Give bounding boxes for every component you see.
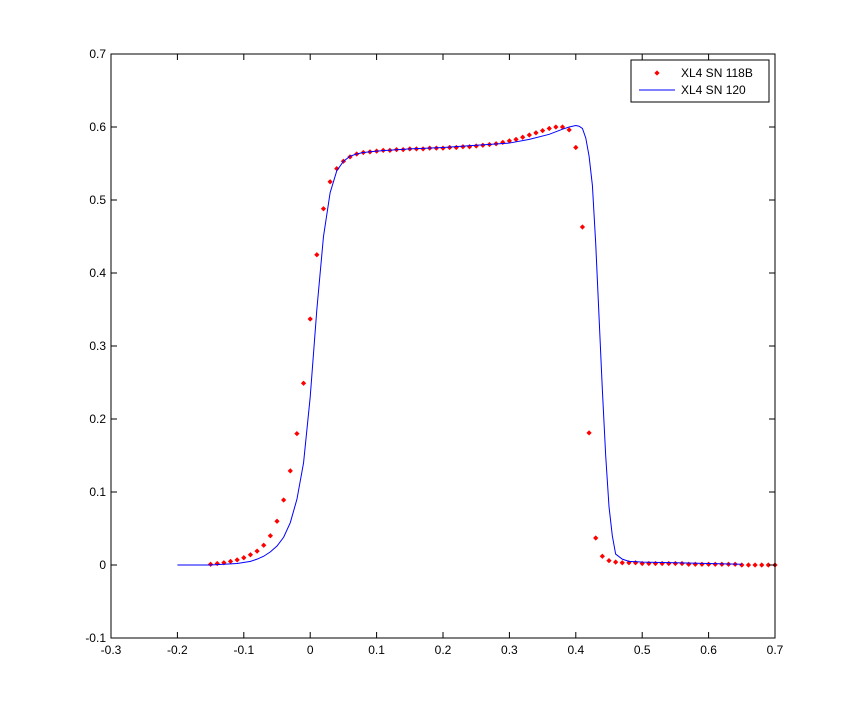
data-point xyxy=(546,125,552,132)
data-point xyxy=(234,557,240,563)
y-tick-label: 0.1 xyxy=(89,485,106,499)
x-tick-label: 0.4 xyxy=(567,643,584,657)
data-point xyxy=(520,134,526,140)
legend-label: XL4 SN 120 xyxy=(681,83,746,97)
data-point xyxy=(539,128,546,134)
data-point xyxy=(759,562,765,568)
data-point xyxy=(254,548,260,554)
x-tick-label: -0.1 xyxy=(233,643,254,657)
data-point xyxy=(579,224,586,230)
data-point xyxy=(327,179,333,185)
legend-box xyxy=(630,59,770,103)
data-point xyxy=(626,560,632,566)
data-point xyxy=(619,560,625,566)
data-point xyxy=(553,124,559,130)
data-point xyxy=(599,553,605,559)
y-tick-label: -0.1 xyxy=(85,631,106,645)
data-point xyxy=(745,562,752,568)
data-point xyxy=(300,380,307,386)
x-tick-label: -0.2 xyxy=(167,643,188,657)
legend-label: XL4 SN 118B xyxy=(681,66,753,80)
data-point xyxy=(274,518,280,524)
data-point xyxy=(613,559,619,565)
x-tick-label: 0.6 xyxy=(700,643,717,657)
x-tick-label: 0.7 xyxy=(767,643,784,657)
data-point xyxy=(281,497,287,503)
data-point xyxy=(526,132,532,138)
x-tick-label: 0.5 xyxy=(634,643,651,657)
data-point xyxy=(307,316,313,322)
data-point xyxy=(606,557,612,564)
plot-area-background xyxy=(111,54,775,638)
y-tick-label: 0.7 xyxy=(89,47,106,61)
y-tick-label: 0.3 xyxy=(89,339,106,353)
data-point xyxy=(533,130,539,136)
data-point xyxy=(287,468,293,474)
x-tick-label: 0.3 xyxy=(501,643,518,657)
data-point xyxy=(320,206,327,212)
legend-marker-swatch xyxy=(654,70,660,76)
y-tick-label: 0.4 xyxy=(89,266,106,280)
data-point xyxy=(639,560,645,567)
data-point xyxy=(593,535,599,541)
data-point xyxy=(314,252,320,258)
x-tick-label: 0 xyxy=(307,643,314,657)
y-tick-label: 0 xyxy=(99,558,106,572)
y-tick-label: 0.5 xyxy=(89,193,106,207)
data-point xyxy=(241,555,247,561)
y-tick-label: 0.6 xyxy=(89,120,106,134)
data-point xyxy=(261,542,267,548)
x-tick-label: 0.2 xyxy=(435,643,452,657)
series-layer xyxy=(177,124,778,568)
data-point xyxy=(221,560,227,566)
data-point xyxy=(214,560,220,567)
data-point xyxy=(765,562,771,568)
axes-layer: -0.3 -0.2 -0.1 0 0.1 0.2 0.3 0.4 0.5 0.6 0.7 -0.1 0 0… xyxy=(85,47,783,657)
data-point xyxy=(573,144,579,151)
x-tick-label: -0.3 xyxy=(101,643,122,657)
data-point xyxy=(247,552,254,558)
data-point xyxy=(267,533,273,539)
legend: XL4 SN 118B XL4 SN 120 xyxy=(630,59,770,103)
x-tick-label: 0.1 xyxy=(368,643,385,657)
series-line-2 xyxy=(177,125,742,566)
data-point xyxy=(752,562,758,568)
data-point xyxy=(294,430,300,437)
y-tick-label: 0.2 xyxy=(89,412,106,426)
data-point xyxy=(586,430,592,436)
data-point xyxy=(566,127,572,133)
